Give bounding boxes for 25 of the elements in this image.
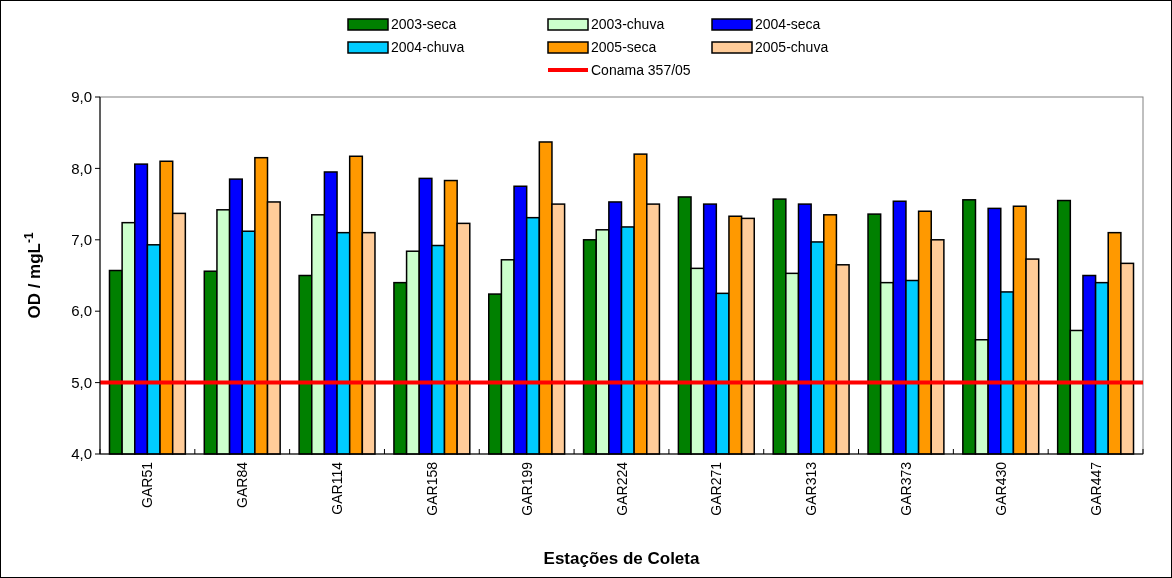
legend-label: 2004-seca — [755, 15, 821, 32]
y-tick-label: 8,0 — [71, 159, 92, 177]
legend-label: Conama 357/05 — [591, 61, 691, 78]
x-tick-label: GAR447 — [1087, 461, 1104, 516]
legend-label: 2005-chuva — [755, 38, 829, 55]
y-tick-label: 7,0 — [71, 231, 92, 249]
y-tick-label: 9,0 — [71, 88, 92, 106]
x-axis-title: Estações de Coleta — [543, 549, 700, 568]
x-tick-label: GAR158 — [423, 461, 440, 516]
x-tick-label: GAR114 — [329, 461, 346, 515]
x-tick-label: GAR313 — [803, 461, 820, 516]
x-tick-label: GAR224 — [613, 461, 630, 516]
x-tick-label: GAR373 — [897, 461, 914, 516]
legend-label: 2005-seca — [591, 38, 657, 55]
legend-label: 2003-seca — [391, 15, 457, 32]
y-tick-label: 4,0 — [71, 445, 92, 463]
legend-label: 2004-chuva — [391, 38, 465, 55]
x-tick-label: GAR51 — [139, 461, 156, 508]
x-tick-label: GAR271 — [708, 461, 725, 516]
y-tick-label: 5,0 — [71, 373, 92, 391]
y-tick-label: 6,0 — [71, 302, 92, 320]
x-tick-label: GAR199 — [518, 461, 535, 516]
legend-label: 2003-chuva — [591, 15, 665, 32]
x-tick-label: GAR84 — [234, 461, 251, 508]
x-tick-label: GAR430 — [992, 461, 1009, 516]
